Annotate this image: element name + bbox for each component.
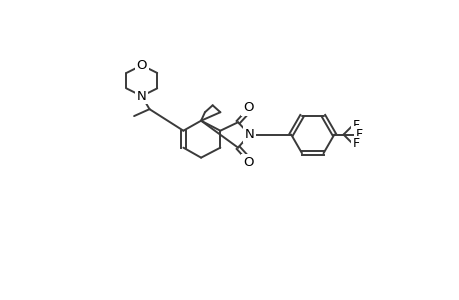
Text: N: N <box>137 90 146 103</box>
Text: F: F <box>355 128 362 141</box>
Text: O: O <box>242 156 253 169</box>
Text: O: O <box>242 101 253 114</box>
Text: F: F <box>352 119 358 132</box>
Text: O: O <box>136 59 147 72</box>
Text: N: N <box>244 128 254 141</box>
Text: F: F <box>352 137 358 150</box>
